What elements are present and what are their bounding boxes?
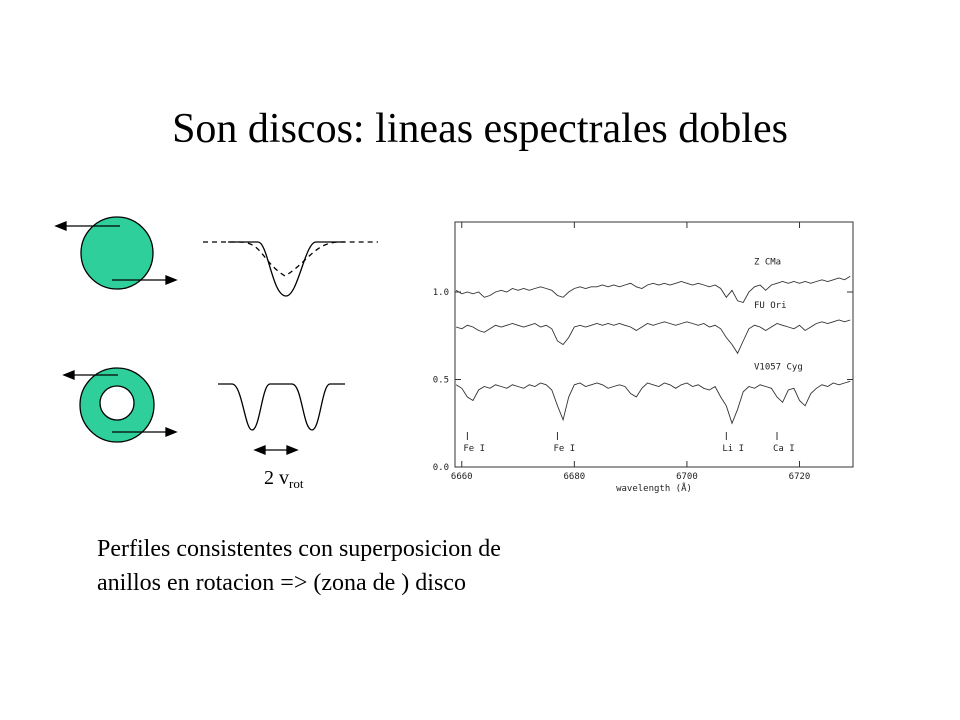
spectrum-line: [455, 319, 851, 355]
line-id-label: Fe I: [553, 444, 575, 454]
x-axis-label: wavelength (Å): [616, 482, 692, 494]
caption-line: anillos en rotacion => (zona de ) disco: [97, 570, 466, 596]
spectrum-line: [455, 380, 851, 425]
y-tick-label: 1.0: [433, 288, 449, 298]
slide-title: Son discos: lineas espectrales dobles: [172, 106, 788, 152]
line-id-label: Ca I: [773, 444, 795, 454]
narrow-profile: [228, 241, 345, 297]
arrow-head: [165, 275, 178, 285]
broad-profile: [203, 241, 378, 277]
line-id-label: Fe I: [463, 444, 485, 454]
arrow-head: [54, 221, 67, 231]
series-label: FU Ori: [754, 301, 787, 311]
arrow-head: [62, 370, 75, 380]
ring-diagram: [62, 367, 345, 455]
ring-hole: [99, 385, 135, 421]
caption-line: Perfiles consistentes con superposicion …: [97, 536, 501, 562]
arrow-head: [253, 445, 266, 455]
plot-frame: [454, 221, 854, 468]
x-tick-label: 6660: [451, 472, 473, 482]
spectrum-line: [455, 275, 851, 304]
line-id-label: Li I: [722, 444, 744, 454]
disk-diagram: [54, 216, 378, 297]
y-tick-label: 0.0: [433, 463, 449, 473]
y-tick-label: 0.5: [433, 376, 449, 386]
disk: [80, 216, 154, 290]
double-profile: [218, 383, 345, 431]
arrow-head: [286, 445, 299, 455]
velocity-text: 2 v: [264, 467, 289, 489]
series-label: V1057 Cyg: [754, 362, 803, 372]
x-tick-label: 6700: [676, 472, 698, 482]
velocity-label: 2 vrot: [264, 467, 304, 491]
arrow-head: [165, 427, 178, 437]
spectrum-chart: 6660 6680 6700 6720 0.0 0.5 1.0 wavelength (Å) Z…: [433, 221, 854, 494]
series-label: Z CMa: [754, 257, 781, 267]
x-tick-label: 6720: [789, 472, 811, 482]
x-tick-label: 6680: [563, 472, 585, 482]
velocity-subscript: rot: [289, 476, 304, 491]
